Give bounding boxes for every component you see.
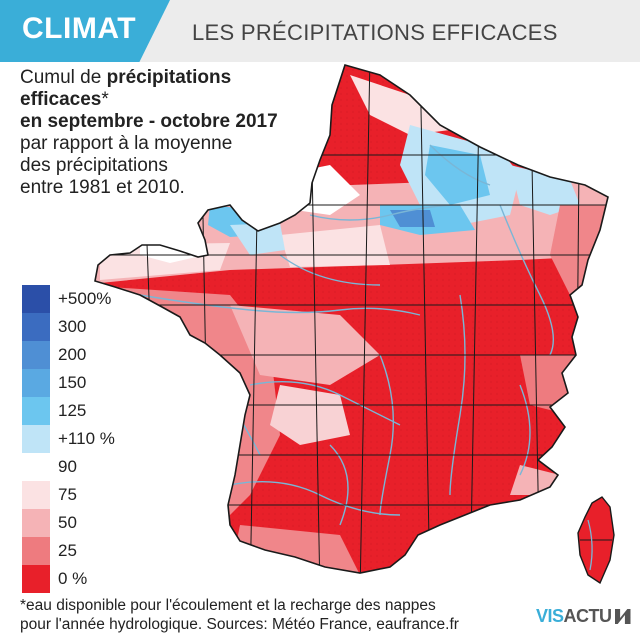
footnote-line: pour l'année hydrologique. Sources: Mété…	[20, 616, 459, 633]
legend-swatch	[22, 341, 50, 369]
legend-item: 25	[22, 537, 182, 565]
legend-item: 125	[22, 397, 182, 425]
subtitle-asterisk: *	[101, 89, 109, 110]
legend-label: +500%	[58, 289, 112, 308]
legend-item: 0 %	[22, 565, 182, 593]
legend-label: 200	[58, 345, 87, 364]
subtitle-text: Cumul de	[20, 67, 107, 88]
legend-label: 90	[58, 457, 77, 476]
category-tag-label: CLIMAT	[22, 12, 137, 45]
legend-swatch	[22, 481, 50, 509]
legend-swatch	[22, 509, 50, 537]
logo-vis: VIS	[536, 606, 564, 626]
rivers	[139, 144, 555, 526]
legend-item: 200	[22, 341, 182, 369]
legend-label: 25	[58, 541, 77, 560]
category-tag	[0, 0, 170, 62]
legend-item: 50	[22, 509, 182, 537]
legend-item: 150	[22, 369, 182, 397]
legend-swatch	[22, 425, 50, 453]
legend-label: 150	[58, 373, 87, 392]
legend-label: 75	[58, 485, 77, 504]
page-title: LES PRÉCIPITATIONS EFFICACES	[192, 20, 558, 45]
subtitle-line: entre 1981 et 2010.	[20, 177, 185, 198]
legend-item: +500%	[22, 285, 182, 313]
legend-label: 50	[58, 513, 77, 532]
logo-actu: ACTU	[563, 606, 613, 626]
visactu-logo: VISACTU	[536, 606, 631, 627]
legend-swatch	[22, 285, 50, 313]
map-description: Cumul de précipitations efficaces* en se…	[20, 67, 320, 199]
legend-swatch	[22, 369, 50, 397]
footnote-line: *eau disponible pour l'écoulement et la …	[20, 597, 436, 614]
legend-swatch	[22, 565, 50, 593]
legend-label: 0 %	[58, 569, 88, 588]
subtitle-line: des précipitations	[20, 155, 168, 176]
legend-label: 300	[58, 317, 87, 336]
france-map	[94, 64, 615, 585]
logo-mark-icon	[614, 609, 631, 624]
footnote: *eau disponible pour l'écoulement et la …	[20, 596, 540, 634]
corsica	[577, 496, 615, 585]
legend-item: 300	[22, 313, 182, 341]
legend-swatch	[22, 313, 50, 341]
legend-label: +110 %	[58, 429, 115, 448]
subtitle-bold: précipitations efficaces	[20, 67, 232, 110]
subtitle-line: par rapport à la moyenne	[20, 133, 233, 154]
legend-swatch	[22, 537, 50, 565]
legend-item: 90	[22, 453, 182, 481]
subtitle-period: en septembre - octobre 2017	[20, 111, 278, 132]
france-outline	[94, 64, 609, 574]
legend-item: 75	[22, 481, 182, 509]
legend-swatch	[22, 397, 50, 425]
header-bar: CLIMAT LES PRÉCIPITATIONS EFFICACES	[0, 0, 640, 62]
legend-swatch	[22, 453, 50, 481]
legend-item: +110 %	[22, 425, 182, 453]
legend-label: 125	[58, 401, 87, 420]
